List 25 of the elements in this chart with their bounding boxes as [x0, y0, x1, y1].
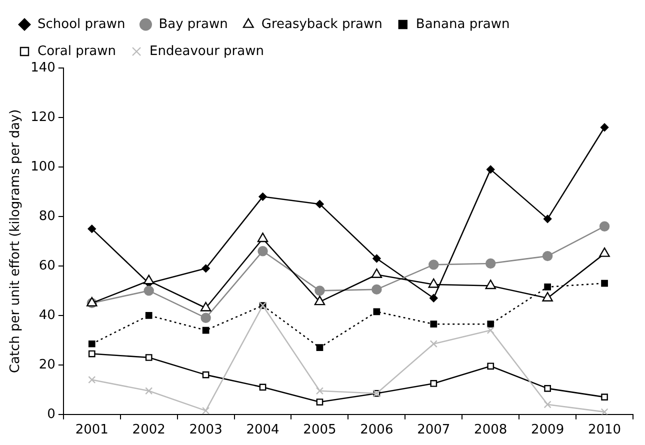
x-tick-label: 2010: [588, 422, 622, 438]
y-tick-label: 120: [30, 110, 56, 125]
x-tick-label: 2002: [132, 422, 166, 438]
x-tick-label: 2006: [360, 422, 394, 438]
x-tick-label: 2004: [246, 422, 280, 438]
legend-label: Endeavour prawn: [150, 44, 264, 59]
y-tick-label: 80: [38, 208, 56, 224]
y-tick-label: 20: [38, 357, 56, 372]
x-tick-label: 2005: [303, 422, 336, 438]
x-tick-label: 2008: [474, 422, 508, 438]
x-tick-label: 2009: [531, 422, 564, 438]
y-tick-label: 60: [38, 258, 56, 274]
y-tick-label: 140: [30, 60, 56, 76]
x-tick-label: 2003: [189, 422, 222, 438]
legend-label: Greasyback prawn: [261, 16, 382, 32]
y-tick-label: 0: [47, 406, 56, 422]
legend-label: Banana prawn: [416, 16, 510, 32]
x-tick-label: 2001: [75, 422, 108, 438]
y-axis-title: Catch per unit effort (kilograms per day): [8, 109, 24, 374]
y-tick-label: 40: [38, 308, 56, 323]
x-tick-label: 2007: [417, 422, 450, 438]
y-tick-label: 100: [30, 159, 56, 174]
legend-label: Coral prawn: [38, 44, 116, 59]
legend-label: School prawn: [38, 16, 126, 32]
legend-label: Bay prawn: [158, 16, 228, 32]
